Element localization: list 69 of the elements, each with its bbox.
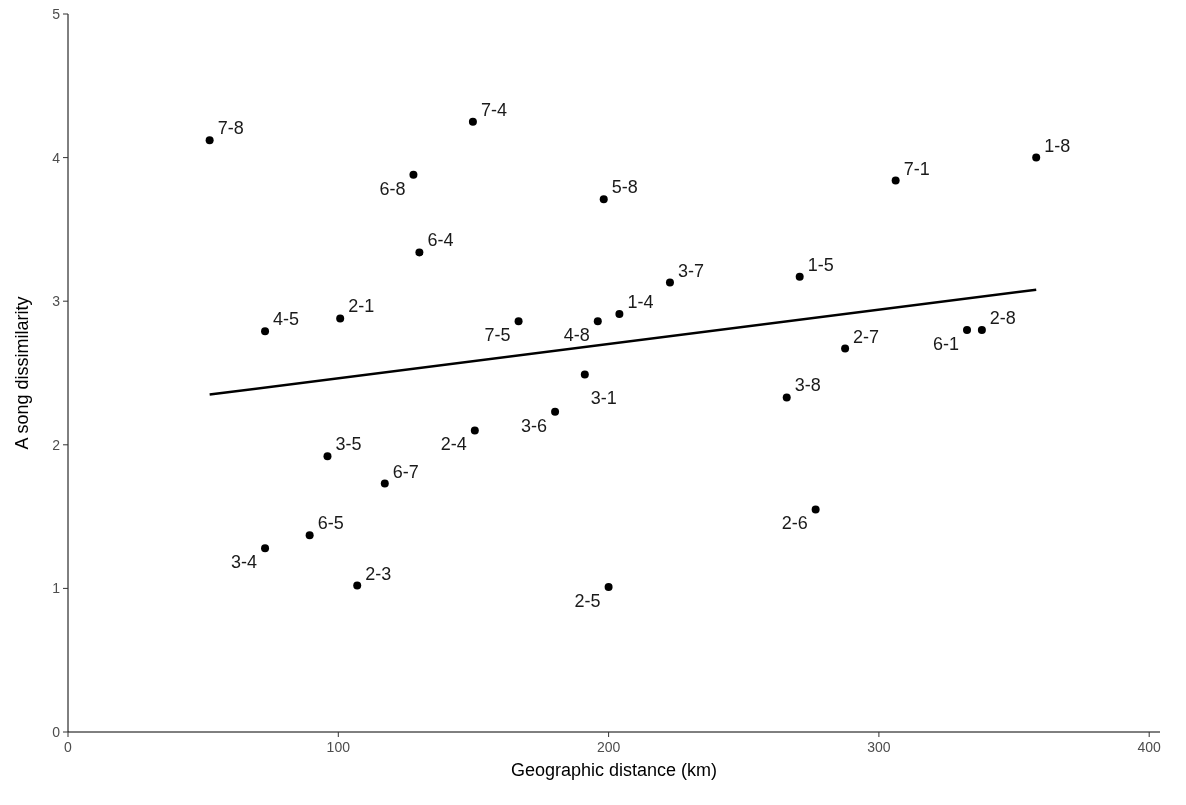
point [795,272,804,281]
annotation: 3-8 [794,375,821,396]
point [593,317,602,326]
point [470,426,479,435]
point [665,278,674,287]
point [615,310,624,319]
annotation: 2-8 [989,307,1016,328]
point [514,317,523,326]
point [468,117,477,126]
x-tick-label: 300 [867,739,891,755]
annotation: 1-8 [1044,135,1071,156]
annotation: 3-5 [335,434,362,455]
annotation: 7-1 [903,158,930,179]
annotation: 2-3 [365,563,392,584]
point [305,531,314,540]
point [891,176,900,185]
annotation: 4-8 [563,325,590,346]
annotation: 6-8 [379,178,406,199]
point [1032,153,1041,162]
annotation: 7-4 [480,99,507,120]
annotation: 3-6 [521,415,548,436]
point [841,344,850,353]
annotation: 7-8 [217,118,244,139]
point [323,452,332,461]
x-tick-label: 200 [596,739,621,755]
point [205,136,214,145]
annotation: 7-5 [484,325,511,346]
y-tick-label: 0 [52,724,61,740]
point [336,314,345,323]
annotation: 5-8 [611,177,638,198]
x-tick-label: 400 [1137,739,1162,755]
point [599,195,608,204]
x-tick-label: 100 [326,739,351,755]
point [811,505,820,514]
annotation: 6-4 [427,230,454,251]
point [580,370,589,379]
annotation: 6-7 [392,461,419,482]
point [409,170,418,179]
y-tick-label: 1 [52,580,61,597]
annotation: 2-1 [348,296,375,317]
annotation: 6-1 [932,333,960,354]
annotation: 4-5 [273,309,300,330]
annotation: 3-4 [231,552,258,573]
point [415,248,424,257]
annotation: 2-6 [781,513,808,534]
point [782,393,791,402]
annotation: 3-1 [590,388,617,409]
annotation: 1-4 [627,292,654,313]
annotation: 1-5 [807,254,834,275]
y-tick-label: 4 [52,149,61,166]
annotation: 2-5 [574,590,601,611]
point [977,325,986,334]
annotation: 3-7 [677,260,704,281]
annotation: 2-4 [440,434,467,455]
point [380,479,389,488]
x-tick-label: 0 [64,739,73,755]
annotation: 6-5 [317,513,344,534]
y-tick-label: 3 [52,293,61,310]
point [963,325,972,334]
point [551,407,560,416]
y-tick-label: 5 [52,6,61,22]
annotation: 2-7 [853,326,880,347]
point [604,582,613,591]
x-axis-title: Geographic distance (km) [510,760,718,780]
point [261,544,270,553]
y-tick-label: 2 [52,436,61,453]
point [353,581,362,590]
point [261,327,270,336]
y-axis-title: A song dissimilarity [12,296,32,450]
